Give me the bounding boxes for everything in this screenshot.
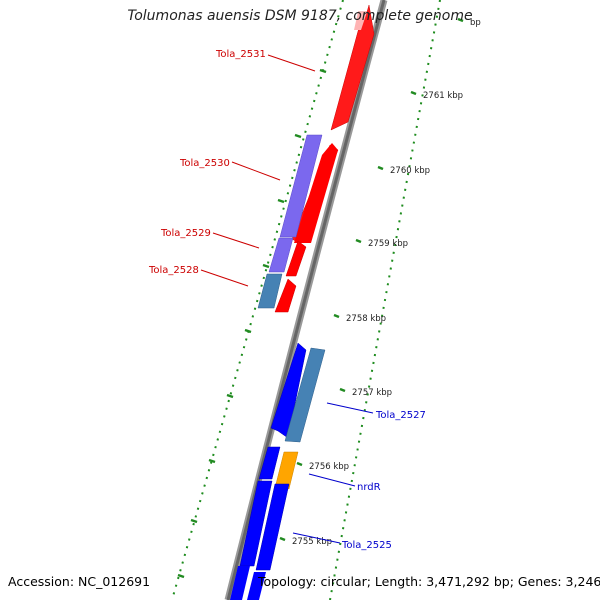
inner-tick-mark xyxy=(277,198,285,204)
gene-tola-2531-fade xyxy=(354,12,367,30)
inner-tick-mark xyxy=(208,458,216,464)
tick-mark xyxy=(339,387,346,393)
connector-tola-2527 xyxy=(326,402,374,414)
connector-tola-2530 xyxy=(231,161,281,181)
tick-label: 2760 kbp xyxy=(390,166,430,176)
map-title: Tolumonas auensis DSM 9187, complete gen… xyxy=(127,8,473,24)
gene-tola-2529[interactable] xyxy=(285,240,307,277)
tick-label: 2755 kbp xyxy=(292,537,332,547)
tick-label: 2759 kbp xyxy=(368,239,408,249)
inner-genes xyxy=(257,134,323,309)
gene-tola-2529-inner[interactable] xyxy=(268,237,294,273)
connector-tola-2529 xyxy=(212,232,260,249)
gene-bottom-b[interactable] xyxy=(247,572,266,600)
tick-label: 2757 kbp xyxy=(352,388,392,398)
inner-tick-mark xyxy=(319,68,327,74)
kbp-ticks: bp 2761 kbp 2760 kbp 2759 kbp 2758 kbp 2757 k… xyxy=(177,17,481,579)
tick-label: bp xyxy=(470,18,481,28)
gene-labels: Tola_2531 Tola_2530 Tola_2529 Tola_2528 … xyxy=(148,49,426,551)
inner-tick-mark xyxy=(226,393,234,399)
gene-label-tola-2530[interactable]: Tola_2530 xyxy=(179,158,230,169)
gene-tola-2530-body xyxy=(294,143,338,243)
gene-tola-2527-blue[interactable] xyxy=(270,342,307,439)
forward-genes xyxy=(274,4,375,313)
tick-label: 2758 kbp xyxy=(346,314,386,324)
connector-tola-2531 xyxy=(267,54,316,72)
gene-nrdr-blue[interactable] xyxy=(258,446,281,480)
tick-mark xyxy=(279,536,286,542)
gene-nrdr[interactable] xyxy=(275,451,299,490)
gene-label-tola-2529[interactable]: Tola_2529 xyxy=(160,228,211,239)
gene-label-nrdr[interactable]: nrdR xyxy=(357,482,381,493)
gene-tola-2530-inner[interactable] xyxy=(279,134,323,238)
outer-dotted-ring xyxy=(329,0,441,600)
gene-tola-2531[interactable] xyxy=(330,4,375,131)
tick-mark xyxy=(410,90,417,96)
connector-tola-2528 xyxy=(200,269,249,287)
inner-tick-mark xyxy=(244,328,252,334)
topology-label: Topology: circular; Length: 3,471,292 bp… xyxy=(258,574,600,589)
reverse-genes xyxy=(230,342,326,600)
label-connectors xyxy=(200,54,374,544)
tick-mark xyxy=(355,238,362,244)
gene-label-tola-2525[interactable]: Tola_2525 xyxy=(341,540,392,551)
inner-tick-mark xyxy=(177,573,185,579)
gene-tola-2528-inner[interactable] xyxy=(257,273,283,309)
gene-tola-2528[interactable] xyxy=(274,278,297,313)
inner-tick-mark xyxy=(190,518,198,524)
gene-tola-2525-b[interactable] xyxy=(255,483,290,571)
gene-label-tola-2528[interactable]: Tola_2528 xyxy=(148,265,199,276)
accession-label: Accession: NC_012691 xyxy=(8,574,151,589)
connector-tola-2525 xyxy=(292,532,341,544)
connector-nrdr xyxy=(308,473,356,487)
gene-label-tola-2531[interactable]: Tola_2531 xyxy=(215,49,266,60)
genome-backbone-core xyxy=(226,0,386,600)
tick-label: 2756 kbp xyxy=(309,462,349,472)
inner-tick-mark xyxy=(294,133,302,139)
tick-mark xyxy=(296,461,303,467)
tick-mark xyxy=(333,313,340,319)
gene-tola-2525-a[interactable] xyxy=(239,480,273,567)
tick-mark xyxy=(457,17,464,23)
tick-mark xyxy=(377,165,384,171)
gene-label-tola-2527[interactable]: Tola_2527 xyxy=(375,410,426,421)
gene-bottom-a[interactable] xyxy=(230,566,250,600)
gene-tola-2527[interactable] xyxy=(284,347,326,443)
inner-tick-mark xyxy=(262,263,270,269)
tick-label: 2761 kbp xyxy=(423,91,463,101)
